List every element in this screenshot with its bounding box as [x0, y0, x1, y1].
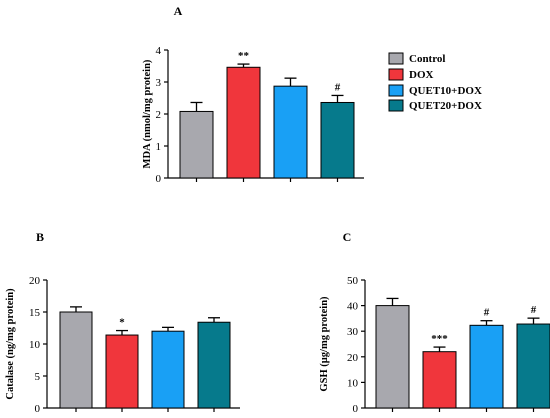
significance-quet20-dox: #	[531, 304, 537, 316]
legend-swatch-quet20	[388, 99, 404, 112]
y-tick-label: 10	[347, 377, 359, 389]
legend-swatch-quet10	[388, 84, 404, 97]
y-tick-label: 20	[347, 352, 359, 364]
y-tick-label: 0	[353, 403, 359, 415]
y-tick-label: 5	[35, 371, 41, 383]
significance-dox: *	[119, 317, 125, 329]
y-tick-label: 50	[347, 275, 359, 287]
y-tick-label: 20	[29, 275, 41, 287]
y-axis-title: GSH (µg/mg protein)	[319, 296, 330, 392]
bar-quet10-dox	[469, 324, 504, 409]
y-tick-label: 10	[29, 339, 41, 351]
legend-swatch-dox	[388, 68, 404, 81]
y-tick-label: 30	[347, 326, 359, 338]
y-tick-label: 1	[156, 141, 162, 153]
significance-dox: ***	[431, 333, 448, 345]
bar-quet20-dox	[320, 101, 355, 179]
y-axis-title: Catalase (ng/mg protein)	[5, 288, 16, 400]
panel-letter-b: B	[36, 230, 44, 244]
bar-quet20-dox	[516, 323, 550, 409]
legend-swatch-control	[388, 52, 404, 65]
bar-control	[375, 305, 410, 409]
chart-panel-b: 0 5 10 15 20 Catalase (ng/mg protein) *	[5, 275, 240, 415]
legend: Control DOX QUET10+DOX QUET20+DOX	[388, 52, 482, 112]
bar-dox	[226, 66, 261, 179]
y-tick-label: 40	[347, 301, 359, 313]
y-axis-title: MDA (nmol/mg protein)	[142, 59, 153, 168]
chart-panel-c: 0 10 20 30 40 50 GSH (µg/mg protein) *** # #	[319, 275, 550, 415]
bar-quet10-dox	[151, 330, 185, 409]
y-tick-label: 0	[35, 403, 41, 415]
legend-label-dox: DOX	[409, 69, 434, 81]
significance-quet10-dox: #	[484, 307, 490, 319]
bar-dox	[105, 334, 139, 409]
legend-label-quet10: QUET10+DOX	[409, 85, 482, 97]
y-tick-label: 3	[156, 77, 162, 89]
y-tick-label: 4	[156, 45, 162, 57]
bar-quet10-dox	[273, 85, 308, 179]
y-tick-label: 0	[156, 173, 162, 185]
significance-dox: **	[238, 50, 250, 62]
panel-letter-a: A	[174, 4, 183, 18]
bar-dox	[422, 351, 457, 409]
bar-control	[59, 311, 93, 409]
bar-quet20-dox	[197, 321, 231, 409]
significance-quet20-dox: #	[335, 81, 341, 93]
y-tick-label: 15	[29, 307, 41, 319]
legend-label-control: Control	[409, 53, 445, 65]
y-tick-label: 2	[156, 109, 162, 121]
legend-label-quet20: QUET20+DOX	[409, 100, 482, 112]
bar-control	[179, 110, 214, 179]
panel-letter-c: C	[343, 230, 352, 244]
